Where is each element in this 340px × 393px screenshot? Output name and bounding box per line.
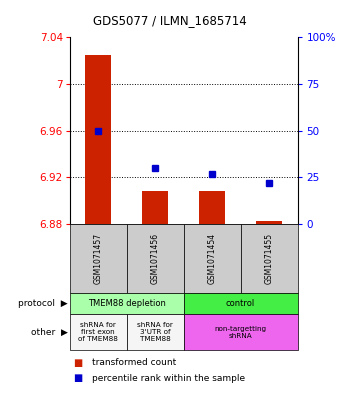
Bar	[126, 224, 184, 293]
Bar	[70, 293, 184, 314]
Bar	[184, 314, 298, 350]
Text: GDS5077 / ILMN_1685714: GDS5077 / ILMN_1685714	[93, 14, 247, 27]
Bar	[70, 314, 126, 350]
Text: control: control	[226, 299, 255, 308]
Text: transformed count: transformed count	[92, 358, 176, 367]
Text: TMEM88 depletion: TMEM88 depletion	[88, 299, 166, 308]
Bar	[85, 55, 111, 224]
Text: other  ▶: other ▶	[31, 328, 68, 336]
Text: protocol  ▶: protocol ▶	[18, 299, 68, 308]
Text: shRNA for
first exon
of TMEM88: shRNA for first exon of TMEM88	[78, 322, 118, 342]
Bar	[184, 224, 241, 293]
Text: GSM1071456: GSM1071456	[151, 233, 159, 284]
Text: GSM1071454: GSM1071454	[208, 233, 217, 284]
Text: GSM1071457: GSM1071457	[94, 233, 103, 284]
Bar	[256, 220, 282, 224]
Bar	[199, 191, 225, 224]
Text: percentile rank within the sample: percentile rank within the sample	[92, 374, 245, 383]
Bar	[184, 293, 298, 314]
Text: ■: ■	[73, 373, 82, 383]
Text: GSM1071455: GSM1071455	[265, 233, 273, 284]
Bar	[70, 224, 126, 293]
Bar	[142, 191, 168, 224]
Text: non-targetting
shRNA: non-targetting shRNA	[215, 325, 267, 339]
Bar	[126, 314, 184, 350]
Text: shRNA for
3'UTR of
TMEM88: shRNA for 3'UTR of TMEM88	[137, 322, 173, 342]
Bar	[241, 224, 298, 293]
Text: ■: ■	[73, 358, 82, 367]
